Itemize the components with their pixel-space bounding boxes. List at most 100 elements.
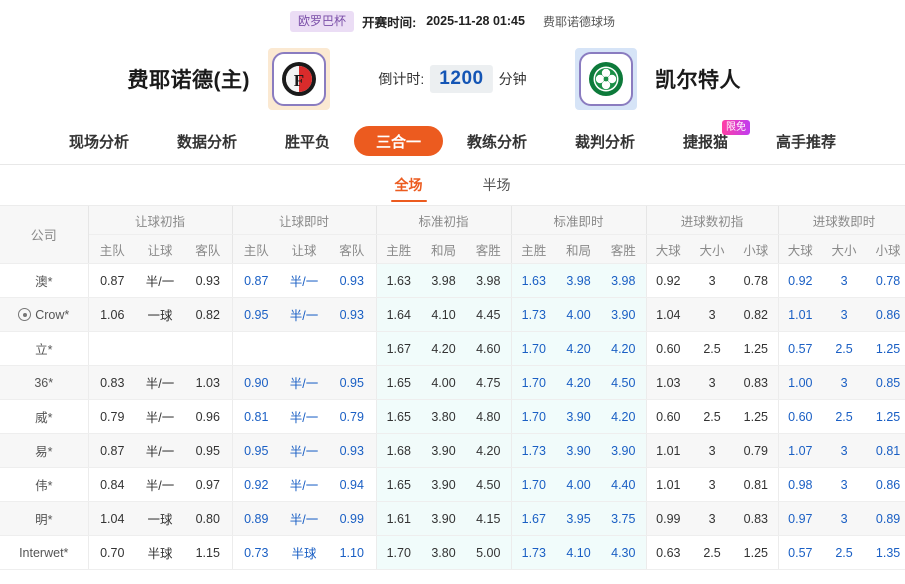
odds-cell[interactable]: 0.95 bbox=[328, 365, 377, 400]
odds-cell[interactable]: 0.63 bbox=[646, 535, 691, 570]
odds-cell[interactable]: 1.73 bbox=[511, 433, 557, 468]
odds-cell[interactable]: 0.94 bbox=[328, 467, 377, 502]
odds-cell[interactable]: 0.78 bbox=[734, 263, 779, 298]
odds-cell[interactable]: 半/一 bbox=[136, 365, 184, 400]
odds-cell[interactable]: 0.79 bbox=[88, 399, 136, 434]
odds-cell[interactable] bbox=[328, 331, 377, 366]
odds-cell[interactable]: 0.97 bbox=[778, 501, 823, 536]
table-row[interactable]: 36* 0.83 半/一 1.03 0.90 半/一 0.95 1.65 4.00 4.75 1.7… bbox=[0, 365, 905, 400]
odds-cell[interactable]: 3 bbox=[822, 263, 867, 298]
odds-cell[interactable]: 2.5 bbox=[822, 399, 867, 434]
odds-cell[interactable]: 0.83 bbox=[734, 365, 779, 400]
odds-cell[interactable]: 3.90 bbox=[421, 467, 467, 502]
odds-cell[interactable]: 0.80 bbox=[184, 501, 233, 536]
odds-cell[interactable]: 1.61 bbox=[376, 501, 422, 536]
odds-cell[interactable]: 0.93 bbox=[328, 297, 377, 332]
odds-cell[interactable]: 0.89 bbox=[232, 501, 281, 536]
odds-cell[interactable]: 半/一 bbox=[280, 467, 329, 502]
odds-cell[interactable]: 1.25 bbox=[734, 399, 779, 434]
odds-cell[interactable]: 0.95 bbox=[184, 433, 233, 468]
odds-cell[interactable]: 2.5 bbox=[822, 535, 867, 570]
odds-cell[interactable] bbox=[136, 331, 184, 366]
odds-cell[interactable]: 3.90 bbox=[556, 433, 602, 468]
nav-item-referee-analysis[interactable]: 裁判分析 bbox=[551, 131, 659, 152]
odds-cell[interactable]: 0.79 bbox=[734, 433, 779, 468]
odds-cell[interactable]: 3.98 bbox=[466, 263, 512, 298]
odds-cell[interactable]: 3 bbox=[690, 365, 735, 400]
odds-cell[interactable]: 0.96 bbox=[184, 399, 233, 434]
odds-cell[interactable] bbox=[280, 331, 329, 366]
odds-cell[interactable]: 1.73 bbox=[511, 297, 557, 332]
nav-item-win-draw-loss[interactable]: 胜平负 bbox=[261, 131, 354, 152]
odds-cell[interactable]: 0.57 bbox=[778, 535, 823, 570]
company-cell[interactable]: 36* bbox=[0, 365, 89, 400]
odds-cell[interactable]: 0.84 bbox=[88, 467, 136, 502]
tab-half-time[interactable]: 半场 bbox=[479, 165, 515, 205]
odds-cell[interactable]: 3 bbox=[822, 297, 867, 332]
odds-cell[interactable]: 0.95 bbox=[232, 433, 281, 468]
odds-cell[interactable]: 半/一 bbox=[136, 433, 184, 468]
odds-cell[interactable]: 3 bbox=[822, 501, 867, 536]
company-cell[interactable]: Interwet* bbox=[0, 535, 89, 570]
odds-cell[interactable]: 3 bbox=[822, 467, 867, 502]
odds-cell[interactable]: 1.25 bbox=[866, 331, 905, 366]
table-row[interactable]: 伟* 0.84 半/一 0.97 0.92 半/一 0.94 1.65 3.90 4.50 1.70… bbox=[0, 467, 905, 502]
odds-cell[interactable] bbox=[88, 331, 136, 366]
odds-cell[interactable]: 半/一 bbox=[280, 365, 329, 400]
table-row[interactable]: 易* 0.87 半/一 0.95 0.95 半/一 0.93 1.68 3.90 4.20 1.73… bbox=[0, 433, 905, 468]
table-row[interactable]: 澳* 0.87 半/一 0.93 0.87 半/一 0.93 1.63 3.98 3.98 1.63… bbox=[0, 263, 905, 298]
odds-cell[interactable]: 1.15 bbox=[184, 535, 233, 570]
odds-cell[interactable]: 0.98 bbox=[778, 467, 823, 502]
odds-cell[interactable]: 3.75 bbox=[601, 501, 647, 536]
odds-cell[interactable]: 0.79 bbox=[328, 399, 377, 434]
odds-cell[interactable]: 0.99 bbox=[328, 501, 377, 536]
odds-cell[interactable]: 0.93 bbox=[184, 263, 233, 298]
odds-cell[interactable]: 半/一 bbox=[136, 399, 184, 434]
odds-cell[interactable]: 0.87 bbox=[88, 263, 136, 298]
nav-item-live-analysis[interactable]: 现场分析 bbox=[45, 131, 153, 152]
odds-cell[interactable]: 4.30 bbox=[601, 535, 647, 570]
odds-cell[interactable]: 2.5 bbox=[690, 399, 735, 434]
odds-cell[interactable]: 1.01 bbox=[646, 467, 691, 502]
odds-cell[interactable]: 0.60 bbox=[646, 399, 691, 434]
odds-cell[interactable]: 4.50 bbox=[601, 365, 647, 400]
odds-cell[interactable]: 4.15 bbox=[466, 501, 512, 536]
company-cell[interactable]: 澳* bbox=[0, 263, 89, 298]
odds-cell[interactable]: 3.90 bbox=[421, 501, 467, 536]
odds-cell[interactable]: 0.81 bbox=[866, 433, 905, 468]
odds-cell[interactable]: 3 bbox=[690, 501, 735, 536]
odds-cell[interactable]: 3.98 bbox=[556, 263, 602, 298]
odds-cell[interactable]: 0.92 bbox=[778, 263, 823, 298]
odds-cell[interactable]: 半/一 bbox=[136, 467, 184, 502]
nav-item-jiebaomao[interactable]: 捷报猫 限免 bbox=[659, 119, 752, 152]
odds-cell[interactable]: 4.20 bbox=[466, 433, 512, 468]
odds-cell[interactable]: 1.35 bbox=[866, 535, 905, 570]
odds-cell[interactable]: 0.60 bbox=[646, 331, 691, 366]
table-row[interactable]: 明* 1.04 一球 0.80 0.89 半/一 0.99 1.61 3.90 4.15 1.67 3… bbox=[0, 501, 905, 536]
odds-cell[interactable]: 1.03 bbox=[184, 365, 233, 400]
odds-cell[interactable]: 1.03 bbox=[646, 365, 691, 400]
odds-cell[interactable]: 3.90 bbox=[421, 433, 467, 468]
odds-cell[interactable]: 0.70 bbox=[88, 535, 136, 570]
odds-cell[interactable]: 3.95 bbox=[556, 501, 602, 536]
odds-cell[interactable]: 0.93 bbox=[328, 433, 377, 468]
company-cell[interactable]: Crow* bbox=[0, 297, 89, 332]
odds-cell[interactable]: 半/一 bbox=[280, 433, 329, 468]
odds-cell[interactable]: 3.98 bbox=[421, 263, 467, 298]
odds-cell[interactable]: 1.04 bbox=[646, 297, 691, 332]
odds-cell[interactable]: 4.80 bbox=[466, 399, 512, 434]
odds-cell[interactable]: 1.07 bbox=[778, 433, 823, 468]
odds-cell[interactable]: 4.10 bbox=[556, 535, 602, 570]
odds-cell[interactable]: 4.45 bbox=[466, 297, 512, 332]
nav-item-data-analysis[interactable]: 数据分析 bbox=[153, 131, 261, 152]
odds-cell[interactable]: 3.80 bbox=[421, 535, 467, 570]
odds-cell[interactable]: 1.65 bbox=[376, 399, 422, 434]
odds-cell[interactable]: 1.64 bbox=[376, 297, 422, 332]
odds-cell[interactable]: 半/一 bbox=[136, 263, 184, 298]
odds-cell[interactable]: 4.60 bbox=[466, 331, 512, 366]
odds-cell[interactable]: 1.65 bbox=[376, 467, 422, 502]
odds-cell[interactable]: 半/一 bbox=[280, 501, 329, 536]
odds-cell[interactable]: 4.20 bbox=[556, 331, 602, 366]
table-row[interactable]: Interwet* 0.70 半球 1.15 0.73 半球 1.10 1.70 3.80 5.0… bbox=[0, 535, 905, 570]
odds-cell[interactable]: 半/一 bbox=[280, 297, 329, 332]
